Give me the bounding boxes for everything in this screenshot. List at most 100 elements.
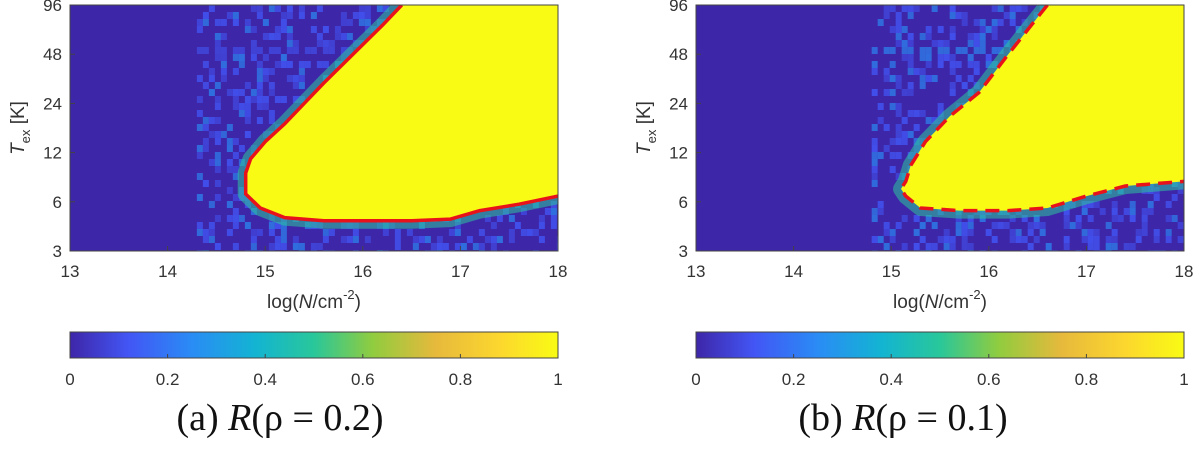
heatmap-cell	[280, 19, 287, 26]
heatmap-cell	[1129, 243, 1136, 250]
heatmap-cell	[883, 124, 890, 131]
heatmap-cell	[1027, 222, 1034, 229]
heatmap-cell	[871, 145, 878, 152]
heatmap-cell	[226, 124, 233, 131]
heatmap-cell	[448, 229, 455, 236]
heatmap-cell	[973, 40, 980, 47]
heatmap-cell	[907, 54, 914, 61]
heatmap-cell	[268, 229, 275, 236]
heatmap-cell	[961, 12, 968, 19]
heatmap-cell	[274, 96, 281, 103]
heatmap-cell	[196, 229, 203, 236]
heatmap-cell	[967, 40, 974, 47]
heatmap-cell	[292, 96, 299, 103]
heatmap-cell	[943, 236, 950, 243]
heatmap-cell	[220, 75, 227, 82]
heatmap-cell	[901, 47, 908, 54]
heatmap-cell	[268, 33, 275, 40]
heatmap-cell	[238, 61, 245, 68]
heatmap-cell	[877, 19, 884, 26]
heatmap-cell	[871, 236, 878, 243]
heatmap-cell	[238, 54, 245, 61]
heatmap-cell	[256, 82, 263, 89]
heatmap-cell	[1099, 208, 1106, 215]
heatmap-cell	[991, 5, 998, 12]
heatmap-cell	[955, 12, 962, 19]
heatmap-cell	[1183, 12, 1184, 19]
colorbar-tick-label: 0.8	[1075, 370, 1099, 389]
heatmap-cell	[286, 33, 293, 40]
heatmap-cell	[1141, 208, 1148, 215]
heatmap-cell	[883, 89, 890, 96]
heatmap-cell	[913, 215, 920, 222]
heatmap-cell	[226, 229, 233, 236]
heatmap-cell	[871, 61, 878, 68]
heatmap-cell	[256, 61, 263, 68]
heatmap-cell	[901, 117, 908, 124]
heatmap-cell	[550, 215, 557, 222]
y-tick-label: 96	[669, 0, 688, 15]
colorbar-tick-label: 0.6	[977, 370, 1001, 389]
heatmap-cell	[967, 33, 974, 40]
heatmap-cell	[871, 152, 878, 159]
heatmap-cell	[937, 236, 944, 243]
heatmap-cell	[1015, 5, 1022, 12]
heatmap-cell	[1183, 236, 1184, 243]
heatmap-cell	[364, 19, 371, 26]
colorbar-tick-label: 0.2	[782, 370, 806, 389]
heatmap-cell	[1009, 215, 1016, 222]
heatmap-cell	[268, 5, 275, 12]
heatmap-cell	[907, 68, 914, 75]
heatmap-cell	[1165, 236, 1172, 243]
heatmap-cell	[871, 138, 878, 145]
heatmap-cell	[226, 138, 233, 145]
heatmap-cell	[232, 54, 239, 61]
heatmap-cell	[352, 236, 359, 243]
heatmap-cell	[895, 82, 902, 89]
x-tick-label: 13	[687, 262, 706, 281]
heatmap-cell	[292, 47, 299, 54]
heatmap-cell	[883, 145, 890, 152]
heatmap-cell	[973, 19, 980, 26]
heatmap-cell	[202, 47, 209, 54]
heatmap-cell	[466, 236, 473, 243]
heatmap-cell	[991, 222, 998, 229]
heatmap-cell	[250, 47, 257, 54]
caption-b: (b) R(ρ = 0.1)	[798, 397, 1008, 439]
colorbar-tick-label: 0	[691, 370, 700, 389]
heatmap-cell	[496, 236, 503, 243]
heatmap-cell	[1153, 194, 1160, 201]
heatmap-cell	[214, 215, 221, 222]
heatmap-cell	[883, 222, 890, 229]
heatmap-cell	[973, 33, 980, 40]
heatmap-cell	[913, 68, 920, 75]
heatmap-cell	[1129, 215, 1136, 222]
heatmap-cell	[376, 5, 383, 12]
heatmap-cell	[1039, 229, 1046, 236]
heatmap-cell	[1021, 5, 1028, 12]
heatmap-cell	[286, 40, 293, 47]
heatmap-cell	[436, 236, 443, 243]
heatmap-cell	[208, 89, 215, 96]
colorbar-tick-label: 1	[553, 370, 562, 389]
heatmap-cell	[1027, 243, 1034, 250]
heatmap-cell	[1141, 229, 1148, 236]
heatmap-cell	[1129, 201, 1136, 208]
heatmap-cell	[877, 208, 884, 215]
y-tick-label: 48	[43, 45, 62, 64]
x-tick-label: 17	[1077, 262, 1096, 281]
heatmap-cell	[919, 68, 926, 75]
y-tick-label: 24	[669, 94, 688, 113]
heatmap-cell	[901, 40, 908, 47]
heatmap-cell	[871, 89, 878, 96]
heatmap-cell	[406, 229, 413, 236]
heatmap-cell	[1171, 194, 1178, 201]
heatmap-cell	[967, 75, 974, 82]
heatmap-cell	[1177, 222, 1184, 229]
heatmap-cell	[544, 208, 551, 215]
heatmap-cell	[322, 47, 329, 54]
heatmap-cell	[358, 5, 365, 12]
contour-a	[243, 5, 558, 223]
y-tick-label: 6	[679, 193, 688, 212]
heatmap-cell	[490, 236, 497, 243]
